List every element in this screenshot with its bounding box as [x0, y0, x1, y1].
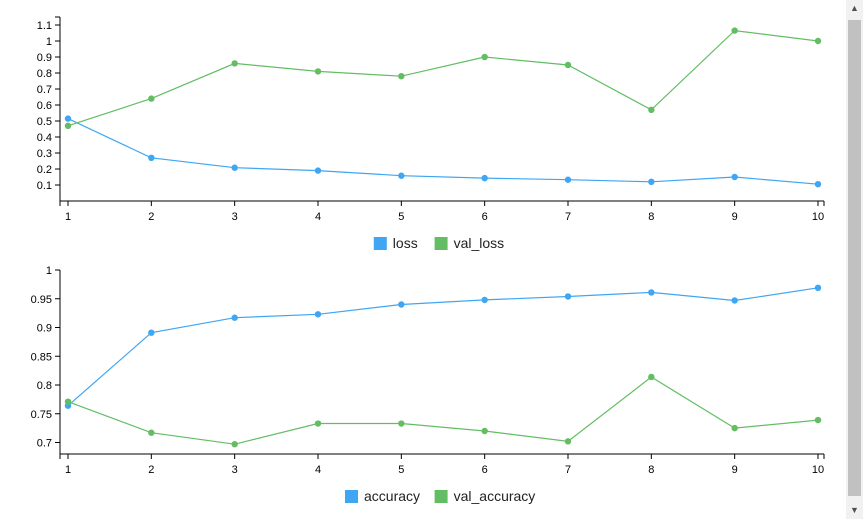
legend-label-accuracy: accuracy — [364, 488, 420, 504]
val_loss-point — [731, 27, 738, 34]
val_accuracy-point — [481, 427, 488, 435]
y-tick-label: 0.5 — [37, 116, 52, 128]
x-tick-label: 7 — [565, 464, 571, 476]
accuracy-chart: 0.7 0.75 0.8 0.85 0.9 0.95 1 1 2 3 4 5 6 7 8 9 10 accurac… — [31, 265, 825, 504]
x-tick-label: 10 — [812, 211, 824, 223]
x-tick-label: 7 — [565, 211, 571, 223]
val_accuracy-point — [148, 429, 155, 436]
legend-label-loss: loss — [393, 235, 418, 251]
loss-point — [814, 181, 822, 188]
legend-swatch-val_loss — [434, 237, 448, 250]
val_accuracy-point — [648, 373, 655, 381]
y-tick-label: 0.9 — [37, 52, 52, 64]
x-tick-label: 9 — [732, 464, 738, 476]
y-tick-label: 0.9 — [37, 323, 52, 335]
legend-swatch-loss — [373, 237, 387, 250]
loss-point — [481, 174, 488, 182]
y-tick-label: 0.85 — [31, 351, 52, 363]
loss-chart: 0.1 0.2 0.3 0.4 0.5 0.6 0.7 0.8 0.9 1 1.1 1 2 3 4 5 6 7 8 9… — [37, 16, 825, 251]
legend-swatch-val_accuracy — [434, 490, 448, 503]
y-tick-label: 0.8 — [37, 380, 52, 392]
accuracy-point — [564, 293, 572, 300]
y-tick-label: 0.3 — [37, 148, 52, 160]
accuracy-point — [231, 314, 238, 321]
x-tick-label: 6 — [482, 211, 488, 223]
loss-point — [731, 173, 738, 181]
x-tick-label: 3 — [232, 211, 238, 223]
y-tick-label: 1.1 — [37, 20, 52, 32]
x-tick-label: 4 — [315, 464, 321, 476]
accuracy-point — [314, 311, 322, 318]
val_loss-point — [314, 68, 322, 75]
loss-point — [231, 164, 238, 171]
x-tick-label: 5 — [398, 211, 404, 223]
x-tick-label: 1 — [65, 211, 71, 223]
x-tick-label: 5 — [398, 464, 404, 476]
val_accuracy-point — [564, 438, 572, 445]
x-tick-label: 6 — [482, 464, 488, 476]
val_loss-point — [648, 106, 655, 114]
val_accuracy-point — [64, 398, 72, 405]
y-tick-label: 0.7 — [37, 84, 52, 96]
val_accuracy-point — [814, 416, 822, 424]
y-tick-label: 0.95 — [31, 294, 52, 306]
legend-swatch-accuracy — [345, 490, 358, 503]
y-tick-label: 1 — [46, 36, 52, 48]
val_accuracy-point — [731, 424, 738, 432]
x-tick-label: 1 — [65, 464, 71, 476]
y-tick-label: 0.7 — [37, 438, 52, 450]
y-tick-label: 0.2 — [37, 164, 52, 176]
val_accuracy-point — [314, 420, 322, 427]
val_accuracy-line — [67, 376, 819, 445]
accuracy-point — [731, 297, 738, 304]
legend-label-val_loss: val_loss — [454, 235, 505, 251]
accuracy-point — [398, 301, 405, 308]
loss-point — [564, 176, 572, 183]
x-tick-label: 9 — [732, 211, 738, 223]
accuracy-line — [67, 287, 819, 407]
val_loss-point — [64, 122, 72, 129]
loss-point — [64, 115, 72, 122]
x-tick-label: 10 — [812, 464, 824, 476]
accuracy-point — [648, 289, 655, 296]
scrollbar-thumb[interactable] — [848, 20, 861, 496]
val_loss-point — [231, 60, 238, 67]
val_loss-point — [148, 95, 155, 102]
val_loss-point — [481, 53, 488, 61]
loss-point — [648, 178, 655, 185]
x-tick-label: 3 — [232, 464, 238, 476]
val_loss-point — [814, 37, 822, 45]
val_accuracy-point — [231, 441, 238, 448]
y-tick-label: 1 — [46, 265, 52, 277]
x-tick-label: 8 — [648, 464, 654, 476]
loss-point — [398, 172, 405, 179]
scroll-down-icon[interactable]: ▼ — [850, 505, 859, 515]
x-tick-label: 8 — [648, 211, 654, 223]
accuracy-point — [481, 296, 488, 304]
legend-label-val_accuracy: val_accuracy — [454, 488, 536, 504]
scroll-up-icon[interactable]: ▲ — [850, 3, 859, 13]
val_accuracy-point — [398, 420, 405, 427]
y-tick-label: 0.75 — [31, 409, 52, 421]
val_loss-point — [398, 73, 405, 80]
loss-point — [314, 167, 322, 174]
accuracy-point — [814, 284, 822, 292]
y-tick-label: 0.8 — [37, 68, 52, 80]
y-tick-label: 0.6 — [37, 100, 52, 112]
val_loss-point — [564, 61, 572, 69]
y-tick-label: 0.1 — [37, 180, 52, 192]
accuracy-point — [148, 329, 155, 336]
x-tick-label: 4 — [315, 211, 321, 223]
y-tick-label: 0.4 — [37, 132, 52, 144]
loss-line — [67, 118, 819, 185]
val_loss-line — [67, 29, 819, 127]
loss-point — [148, 154, 155, 161]
x-tick-label: 2 — [148, 464, 154, 476]
x-tick-label: 2 — [148, 211, 154, 223]
